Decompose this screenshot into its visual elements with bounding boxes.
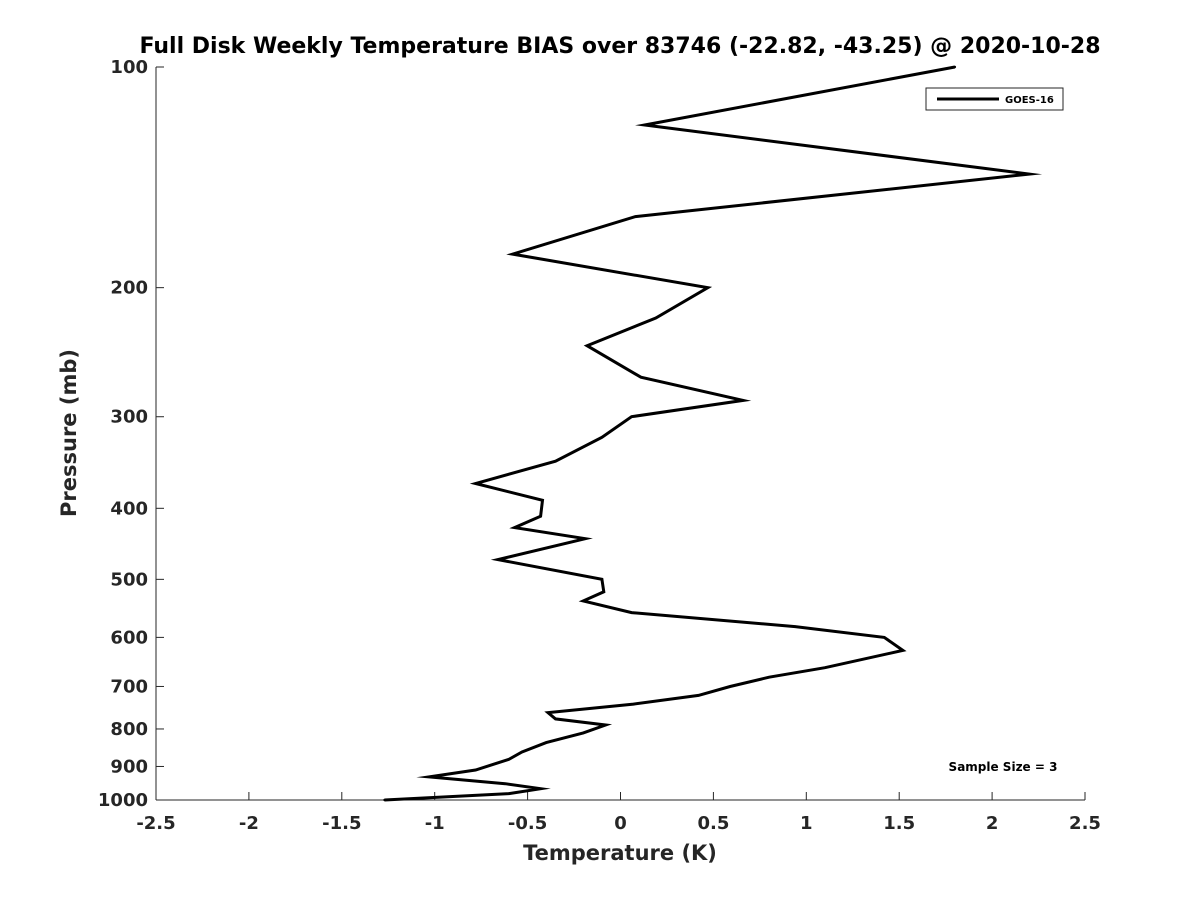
data-point [504,782,507,785]
x-tick-label: 2 [986,813,999,834]
data-point [1028,172,1031,176]
data-point [582,731,585,735]
data-point [901,649,905,652]
legend-entry-goes-16: GOES-16 [1005,95,1054,106]
y-tick-label: 700 [110,676,148,697]
x-tick-label: -0.5 [508,813,547,834]
data-point [507,792,511,795]
chart-title: Full Disk Weekly Temperature BIAS over 8… [139,34,1100,59]
data-point [383,798,386,802]
data-point [634,215,637,218]
data-point [741,399,745,402]
data-point [585,344,589,347]
data-point [513,526,516,529]
data-point [600,578,604,581]
data-point [554,460,557,463]
legend: GOES-16 [925,87,1064,111]
sample-size-annotation: Sample Size = 3 [949,760,1058,774]
data-point [794,625,797,628]
data-point [474,768,477,772]
data-point [600,436,604,439]
data-point [767,676,771,679]
data-point [697,694,700,697]
data-point [474,482,477,485]
data-point [507,758,511,761]
data-point [582,599,585,603]
data-point [630,415,633,418]
x-tick-label: -2.5 [136,813,175,834]
x-tick-label: 1 [800,813,813,834]
data-point [541,499,544,502]
data-point [654,316,657,320]
data-point [427,775,431,779]
data-point [511,252,514,256]
y-tick-label: 200 [110,278,148,299]
x-axis-label: Temperature (K) [523,841,717,865]
data-point [953,65,957,69]
y-tick-label: 1000 [98,790,148,811]
x-tick-label: -1 [425,813,445,834]
y-tick-label: 600 [110,627,148,648]
data-point [630,611,633,614]
data-point [883,636,886,639]
data-point [823,666,827,669]
data-point [539,787,542,790]
data-point [554,717,557,721]
y-tick-label: 100 [110,57,148,78]
data-point [584,537,587,540]
data-point [643,123,646,127]
y-tick-label: 900 [110,756,148,777]
data-point [545,741,548,744]
y-axis-ticks: 100 200 300 400 500 600 700 800 900 1000 [98,57,164,811]
x-axis-ticks: -2.5 -2 -1.5 -1 -0.5 0 0.5 1 1.5 2 2.5 [136,792,1101,834]
plot-area [156,67,1085,800]
data-point [520,750,524,754]
data-point [639,376,643,379]
y-tick-label: 400 [110,498,148,519]
data-point [602,590,605,593]
data-point [632,702,635,706]
y-axis-label: Pressure (mb) [57,349,81,517]
x-tick-label: 1.5 [883,813,915,834]
x-tick-label: 2.5 [1069,813,1101,834]
y-tick-label: 300 [110,407,148,428]
series-layer [383,65,1043,802]
series-line-goes-16 [384,65,1043,802]
x-tick-label: 0 [614,813,627,834]
x-tick-label: -2 [239,813,259,834]
data-point [539,515,542,518]
y-tick-label: 800 [110,719,148,740]
data-point [706,286,709,289]
data-point [496,558,500,561]
x-tick-label: 0.5 [697,813,729,834]
x-tick-label: -1.5 [322,813,361,834]
data-point [728,685,732,688]
data-point [546,711,550,714]
y-tick-label: 500 [110,569,148,590]
data-point [604,723,607,727]
